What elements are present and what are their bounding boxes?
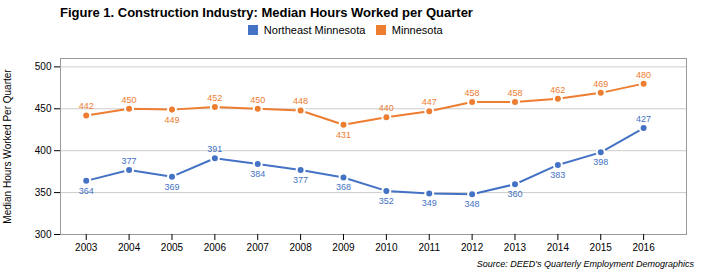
html-text:Minnesota: Minnesota — [391, 24, 443, 37]
svg-text:450: 450 — [122, 95, 137, 105]
html-text:Figure 1. Construction Industr: Figure 1. Construction Industry: Median … — [60, 5, 473, 20]
svg-text:Median Hours Worked Per Quarte: Median Hours Worked Per Quarter — [2, 69, 13, 224]
svg-text:440: 440 — [379, 103, 394, 113]
html-text:Source: DEED's Quarterly Emplo: Source: DEED's Quarterly Employment Demo… — [476, 259, 694, 269]
svg-text:300: 300 — [35, 229, 52, 240]
svg-text:427: 427 — [636, 114, 651, 124]
svg-text:458: 458 — [465, 88, 480, 98]
svg-text:449: 449 — [164, 115, 179, 125]
svg-text:2006: 2006 — [204, 242, 227, 253]
svg-text:2015: 2015 — [590, 242, 613, 253]
svg-text:452: 452 — [207, 93, 222, 103]
svg-text:2007: 2007 — [247, 242, 270, 253]
svg-text:383: 383 — [550, 170, 565, 180]
svg-text:2011: 2011 — [418, 242, 440, 253]
svg-text:2010: 2010 — [375, 242, 398, 253]
svg-text:377: 377 — [122, 156, 137, 166]
svg-text:500: 500 — [35, 61, 52, 72]
html-text:Northeast Minnesota: Northeast Minnesota — [263, 24, 366, 37]
svg-text:352: 352 — [379, 196, 394, 206]
svg-text:364: 364 — [79, 186, 94, 196]
svg-text:2014: 2014 — [547, 242, 570, 253]
svg-text:384: 384 — [250, 169, 265, 179]
svg-text:2008: 2008 — [289, 242, 312, 253]
svg-text:398: 398 — [593, 157, 608, 167]
svg-text:431: 431 — [336, 130, 351, 140]
svg-text:2004: 2004 — [118, 242, 141, 253]
svg-text:348: 348 — [465, 199, 480, 209]
svg-text:349: 349 — [422, 198, 437, 208]
svg-text:447: 447 — [422, 97, 437, 107]
svg-text:2013: 2013 — [504, 242, 527, 253]
svg-text:2009: 2009 — [332, 242, 355, 253]
svg-text:480: 480 — [636, 70, 651, 80]
svg-text:2003: 2003 — [75, 242, 98, 253]
svg-text:368: 368 — [336, 182, 351, 192]
svg-text:458: 458 — [507, 88, 522, 98]
svg-text:400: 400 — [35, 145, 52, 156]
svg-text:448: 448 — [293, 96, 308, 106]
svg-text:469: 469 — [593, 79, 608, 89]
svg-text:377: 377 — [293, 175, 308, 185]
svg-text:462: 462 — [550, 85, 565, 95]
svg-text:360: 360 — [507, 189, 522, 199]
svg-text:450: 450 — [250, 95, 265, 105]
svg-text:391: 391 — [207, 144, 222, 154]
svg-text:350: 350 — [35, 187, 52, 198]
svg-text:2005: 2005 — [161, 242, 184, 253]
svg-text:450: 450 — [35, 103, 52, 114]
svg-text:442: 442 — [79, 101, 94, 111]
svg-text:2012: 2012 — [461, 242, 484, 253]
svg-text:2016: 2016 — [632, 242, 655, 253]
svg-text:369: 369 — [164, 182, 179, 192]
